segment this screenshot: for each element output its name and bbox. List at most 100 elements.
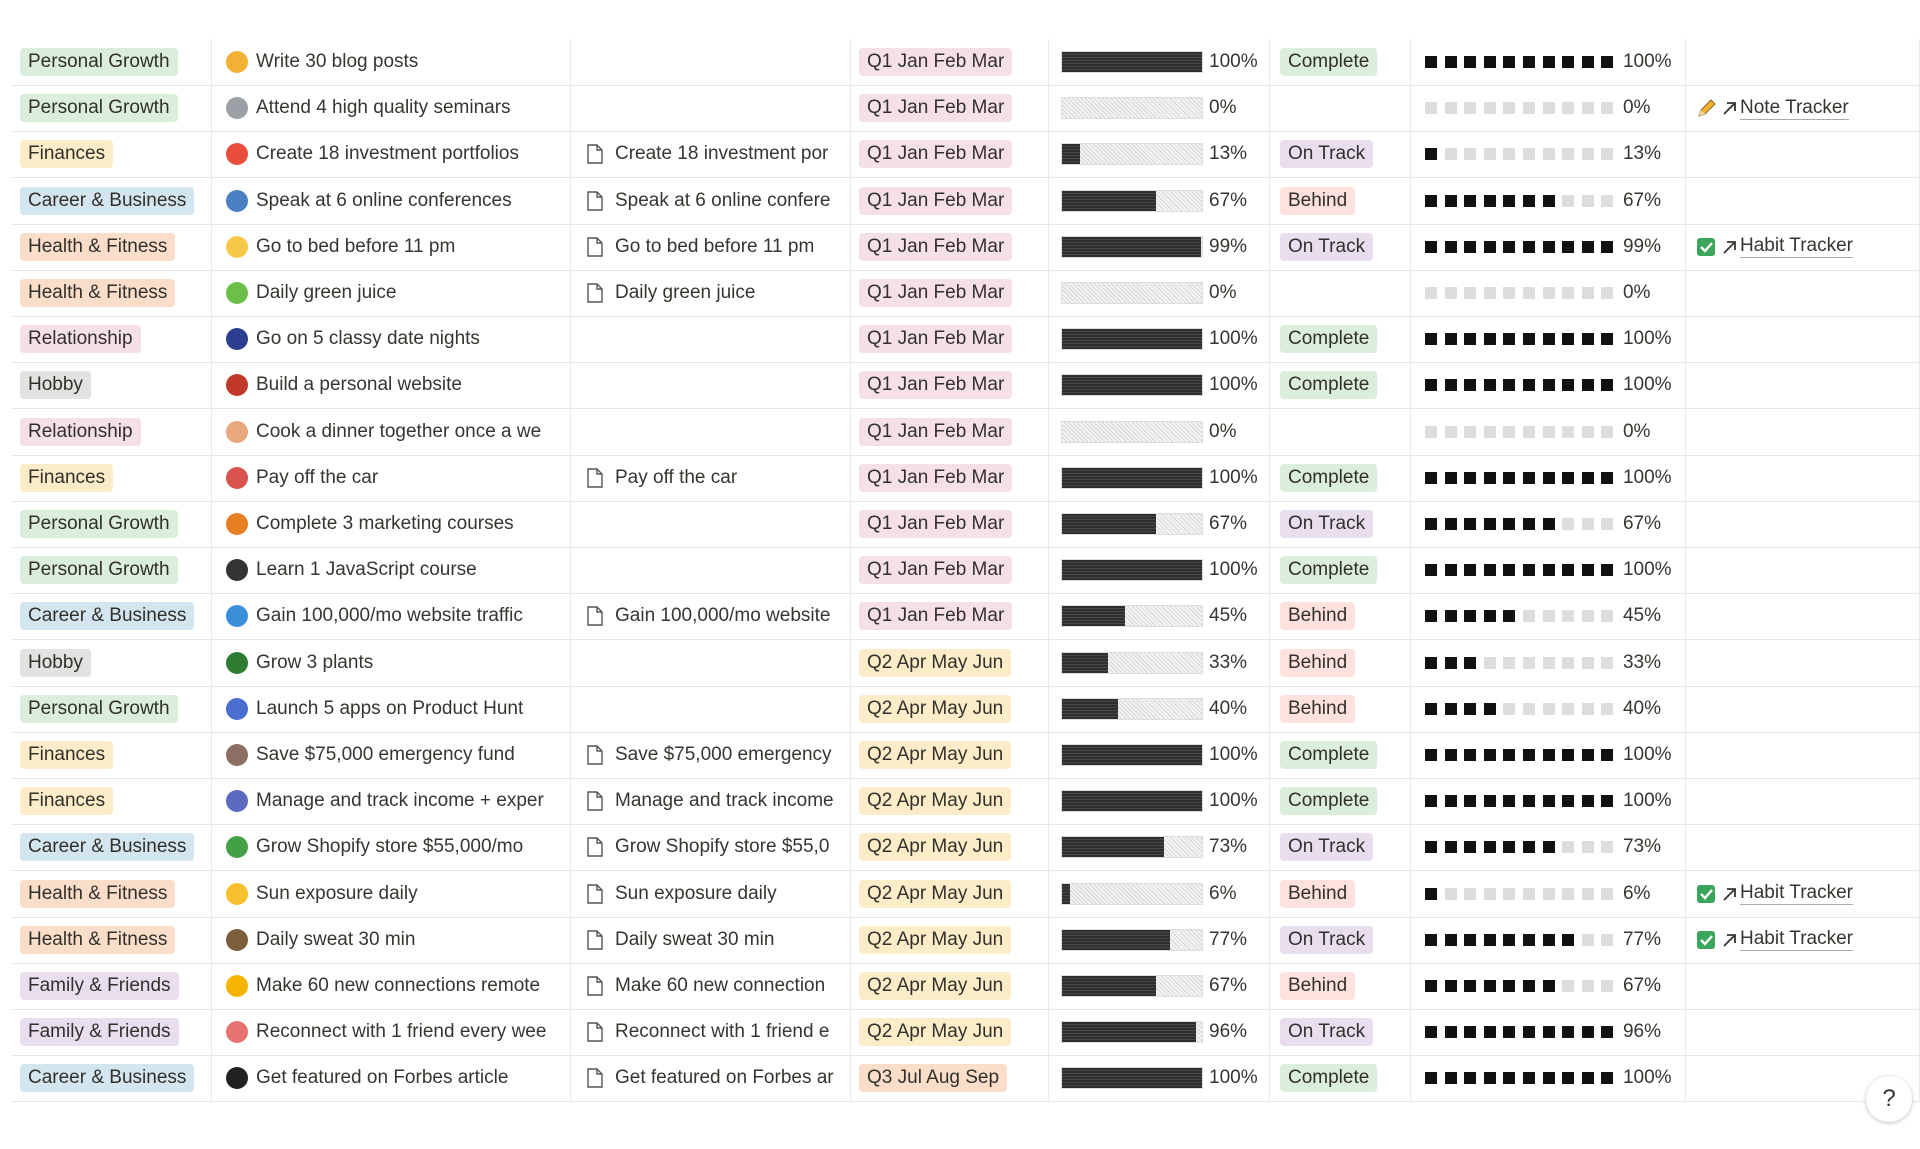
progress-bar [1061, 651, 1203, 674]
table-cell: 67% [1049, 501, 1270, 547]
doc-link[interactable]: Go to bed before 11 pm [615, 235, 815, 257]
goal-text: Grow Shopify store $55,000/mo [256, 836, 524, 858]
table-cell: Q1 Jan Feb Mar [851, 223, 1049, 270]
doc-link[interactable]: Sun exposure daily [615, 882, 777, 904]
progress-label: 67% [1622, 189, 1661, 211]
progress-dot [1444, 287, 1457, 299]
progress-dot [1542, 749, 1555, 761]
progress-dot [1425, 287, 1437, 299]
progress-dot [1444, 656, 1457, 669]
table-cell: Complete [1270, 732, 1411, 778]
goal-icon [226, 975, 248, 997]
progress-dot [1444, 56, 1457, 68]
doc-link[interactable]: Reconnect with 1 friend e [615, 1021, 830, 1043]
progress-dot [1581, 610, 1594, 623]
tracker-link[interactable]: Habit Tracker [1740, 235, 1853, 259]
progress-dot [1581, 702, 1594, 715]
progress-dot [1522, 887, 1535, 900]
status-tag: Behind [1280, 972, 1356, 1000]
table-cell: Get featured on Forbes ar [571, 1055, 851, 1102]
tracker-link[interactable]: Habit Tracker [1740, 882, 1853, 906]
table-cell: Behind [1270, 870, 1411, 917]
progress-label: 100% [1209, 559, 1258, 581]
progress-dot [1425, 518, 1437, 530]
progress-dot [1601, 425, 1614, 438]
table-row: Personal Growth Learn 1 JavaScript course… [12, 547, 1920, 595]
quarter-tag: Q1 Jan Feb Mar [859, 556, 1013, 585]
table-cell: On Track [1270, 501, 1411, 547]
progress-dot [1601, 102, 1614, 115]
progress-dot [1444, 471, 1457, 484]
table-cell [1686, 1009, 1920, 1056]
table-cell: Go on 5 classy date nights [212, 316, 571, 363]
goal-icon [226, 374, 248, 397]
doc-link[interactable]: Create 18 investment por [615, 143, 829, 165]
progress-dot [1522, 148, 1535, 161]
doc-link[interactable]: Gain 100,000/mo website [615, 605, 831, 627]
progress-dot [1581, 240, 1594, 253]
table-cell: 100% [1411, 39, 1686, 85]
progress-dot [1601, 56, 1614, 68]
page-icon [587, 1068, 603, 1089]
table-row: Family & Friends Reconnect with 1 friend … [12, 1009, 1920, 1057]
progress-dot [1562, 425, 1575, 438]
progress-dot [1601, 610, 1614, 623]
doc-link[interactable]: Manage and track income [615, 790, 834, 812]
table-cell: 100% [1411, 1055, 1686, 1102]
progress-dot [1542, 702, 1555, 715]
quarter-tag: Q1 Jan Feb Mar [859, 417, 1013, 446]
progress-dot [1483, 518, 1496, 530]
table-cell: 100% [1411, 454, 1686, 501]
progress-dot [1444, 240, 1457, 253]
progress-dot [1483, 749, 1496, 761]
table-cell: Q2 Apr May Jun [851, 685, 1049, 732]
help-button[interactable]: ? [1866, 1076, 1912, 1122]
doc-link[interactable]: Daily green juice [615, 282, 756, 303]
tracker-link[interactable]: Note Tracker [1740, 96, 1849, 120]
doc-link[interactable]: Speak at 6 online confere [615, 189, 831, 211]
progress-dot [1444, 1026, 1457, 1039]
doc-link[interactable]: Save $75,000 emergency [615, 744, 832, 765]
status-tag: On Track [1280, 510, 1374, 538]
progress-dot [1562, 1026, 1575, 1039]
progress-dot [1522, 240, 1535, 253]
progress-dot [1581, 287, 1594, 299]
doc-link[interactable]: Grow Shopify store $55,0 [615, 836, 830, 858]
progress-dot [1464, 610, 1477, 623]
progress-dot [1581, 933, 1594, 946]
progress-dot [1542, 333, 1555, 346]
table-row: Family & Friends Make 60 new connections … [12, 963, 1920, 1010]
page-icon [587, 190, 603, 211]
progress-dot [1483, 564, 1496, 577]
progress-dot [1581, 379, 1594, 392]
tracker-link[interactable]: Habit Tracker [1740, 928, 1853, 952]
category-tag: Personal Growth [20, 94, 178, 123]
progress-dot [1483, 1026, 1496, 1039]
progress-dot [1483, 333, 1496, 346]
progress-dot [1464, 518, 1477, 530]
table-cell: Family & Friends [12, 1009, 212, 1056]
progress-dot [1601, 194, 1614, 207]
table-row: Personal Growth Write 30 blog posts Q1 Jan… [12, 39, 1920, 86]
category-tag: Family & Friends [20, 972, 179, 1000]
table-cell: 100% [1049, 547, 1270, 594]
table-cell: Complete [1270, 39, 1411, 85]
progress-dot [1503, 749, 1516, 761]
progress-dot [1562, 656, 1575, 669]
progress-dot [1444, 518, 1457, 530]
goal-text: Sun exposure daily [256, 882, 418, 904]
table-cell: Complete [1270, 316, 1411, 363]
progress-label: 0% [1622, 420, 1651, 442]
goal-text: Go to bed before 11 pm [256, 235, 456, 257]
doc-link[interactable]: Daily sweat 30 min [615, 928, 775, 950]
check-icon [1697, 884, 1715, 903]
doc-link[interactable]: Make 60 new connection [615, 975, 826, 996]
table-cell: Behind [1270, 177, 1411, 224]
progress-dot [1464, 933, 1477, 946]
table-cell: Habit Tracker [1686, 916, 1920, 963]
table-cell: Personal Growth [12, 547, 212, 594]
progress-dot [1522, 749, 1535, 761]
doc-link[interactable]: Get featured on Forbes ar [615, 1067, 834, 1089]
doc-link[interactable]: Pay off the car [615, 466, 738, 488]
progress-label: 96% [1209, 1021, 1248, 1043]
